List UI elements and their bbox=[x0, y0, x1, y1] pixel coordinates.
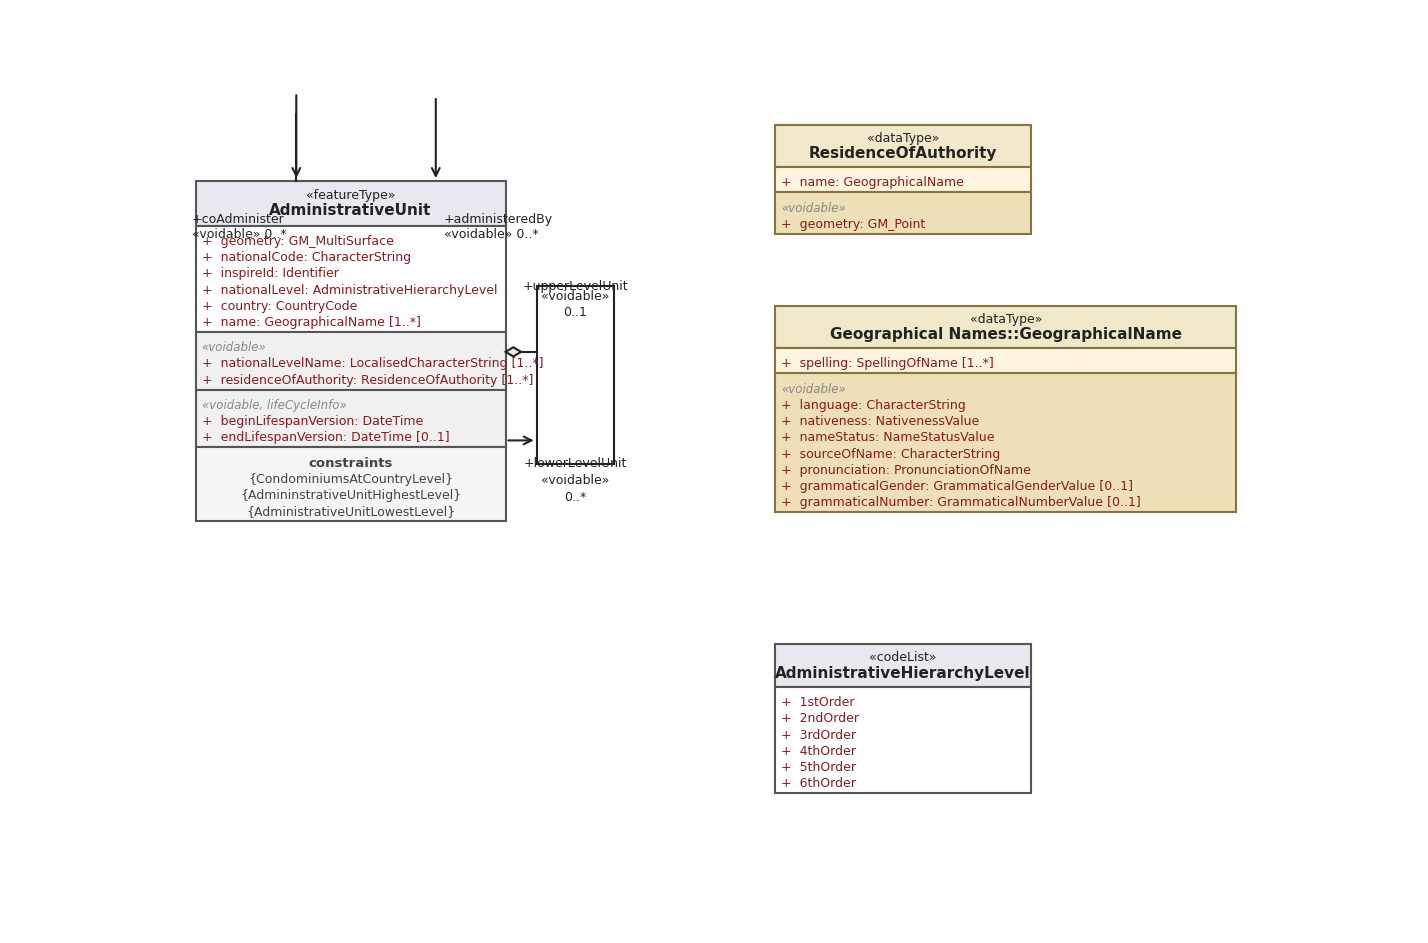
Bar bbox=[775, 687, 1031, 793]
Text: «voidable, lifeCycleInfo»: «voidable, lifeCycleInfo» bbox=[201, 399, 347, 412]
Text: {AdmininstrativeUnitHighestLevel}: {AdmininstrativeUnitHighestLevel} bbox=[240, 489, 461, 502]
Text: +  5thOrder: + 5thOrder bbox=[781, 761, 857, 774]
Text: «voidable»: «voidable» bbox=[781, 202, 847, 215]
Text: +  country: CountryCode: + country: CountryCode bbox=[201, 300, 357, 313]
Text: {AdministrativeUnitLowestLevel}: {AdministrativeUnitLowestLevel} bbox=[246, 505, 456, 519]
Text: +  geometry: GM_MultiSurface: + geometry: GM_MultiSurface bbox=[201, 235, 394, 248]
Text: +  nativeness: NativenessValue: + nativeness: NativenessValue bbox=[781, 415, 980, 428]
Text: Geographical Names::GeographicalName: Geographical Names::GeographicalName bbox=[830, 327, 1182, 342]
Text: +  3rdOrder: + 3rdOrder bbox=[781, 729, 857, 741]
Polygon shape bbox=[506, 347, 521, 356]
Text: +  language: CharacterString: + language: CharacterString bbox=[781, 399, 967, 412]
Text: «voidable»: «voidable» bbox=[201, 341, 267, 355]
Text: +lowerLevelUnit: +lowerLevelUnit bbox=[524, 456, 627, 470]
Bar bbox=[775, 167, 1031, 192]
Text: «featureType»: «featureType» bbox=[306, 189, 396, 202]
Text: «codeList»: «codeList» bbox=[870, 652, 937, 665]
Text: 0..*: 0..* bbox=[564, 490, 587, 504]
Text: +  nationalLevelName: LocalisedCharacterString [1..*]: + nationalLevelName: LocalisedCharacterS… bbox=[201, 357, 543, 371]
Text: +coAdminister
«voidable» 0..*: +coAdminister «voidable» 0..* bbox=[191, 213, 286, 241]
Text: +  endLifespanVersion: DateTime [0..1]: + endLifespanVersion: DateTime [0..1] bbox=[201, 431, 450, 444]
Text: +administeredBy
«voidable» 0..*: +administeredBy «voidable» 0..* bbox=[444, 213, 553, 241]
Bar bbox=[775, 373, 1237, 512]
Text: +  pronunciation: PronunciationOfName: + pronunciation: PronunciationOfName bbox=[781, 464, 1031, 477]
Text: +  geometry: GM_Point: + geometry: GM_Point bbox=[781, 218, 925, 231]
Text: +  spelling: SpellingOfName [1..*]: + spelling: SpellingOfName [1..*] bbox=[781, 357, 994, 371]
Text: {CondominiumsAtCountryLevel}: {CondominiumsAtCountryLevel} bbox=[248, 473, 453, 486]
Text: +  inspireId: Identifier: + inspireId: Identifier bbox=[201, 268, 338, 280]
Text: +  6thOrder: + 6thOrder bbox=[781, 777, 857, 790]
Bar bbox=[775, 348, 1237, 373]
Text: +  name: GeographicalName [1..*]: + name: GeographicalName [1..*] bbox=[201, 316, 421, 329]
Text: ResidenceOfAuthority: ResidenceOfAuthority bbox=[808, 146, 997, 161]
Bar bbox=[537, 287, 614, 464]
Bar bbox=[196, 332, 506, 389]
Text: +  nationalCode: CharacterString: + nationalCode: CharacterString bbox=[201, 251, 411, 264]
Text: «voidable»: «voidable» bbox=[541, 473, 610, 487]
Bar bbox=[775, 644, 1031, 687]
Text: +  1stOrder: + 1stOrder bbox=[781, 696, 855, 709]
Bar bbox=[196, 389, 506, 447]
Text: +  residenceOfAuthority: ResidenceOfAuthority [1..*]: + residenceOfAuthority: ResidenceOfAutho… bbox=[201, 373, 533, 387]
Text: «dataType»: «dataType» bbox=[867, 132, 940, 144]
Text: 0..1: 0..1 bbox=[564, 306, 587, 320]
Text: «voidable»: «voidable» bbox=[541, 290, 610, 304]
Bar bbox=[196, 225, 506, 332]
Bar bbox=[775, 306, 1237, 348]
Bar bbox=[775, 124, 1031, 167]
Bar bbox=[196, 181, 506, 225]
Text: +  grammaticalNumber: GrammaticalNumberValue [0..1]: + grammaticalNumber: GrammaticalNumberVa… bbox=[781, 496, 1141, 509]
Bar bbox=[775, 192, 1031, 234]
Text: +upperLevelUnit: +upperLevelUnit bbox=[523, 280, 628, 293]
Text: +  2ndOrder: + 2ndOrder bbox=[781, 712, 860, 725]
Text: «dataType»: «dataType» bbox=[970, 313, 1042, 325]
Bar bbox=[196, 447, 506, 521]
Text: +  nationalLevel: AdministrativeHierarchyLevel: + nationalLevel: AdministrativeHierarchy… bbox=[201, 284, 497, 296]
Text: +  4thOrder: + 4thOrder bbox=[781, 745, 857, 758]
Text: +  nameStatus: NameStatusValue: + nameStatus: NameStatusValue bbox=[781, 431, 995, 444]
Text: AdministrativeUnit: AdministrativeUnit bbox=[270, 204, 431, 219]
Text: +  grammaticalGender: GrammaticalGenderValue [0..1]: + grammaticalGender: GrammaticalGenderVa… bbox=[781, 480, 1134, 493]
Text: +  sourceOfName: CharacterString: + sourceOfName: CharacterString bbox=[781, 448, 1001, 460]
Text: +  name: GeographicalName: + name: GeographicalName bbox=[781, 176, 964, 190]
Text: constraints: constraints bbox=[308, 456, 393, 470]
Text: +  beginLifespanVersion: DateTime: + beginLifespanVersion: DateTime bbox=[201, 415, 423, 428]
Text: «voidable»: «voidable» bbox=[781, 383, 847, 396]
Text: AdministrativeHierarchyLevel: AdministrativeHierarchyLevel bbox=[775, 666, 1031, 681]
